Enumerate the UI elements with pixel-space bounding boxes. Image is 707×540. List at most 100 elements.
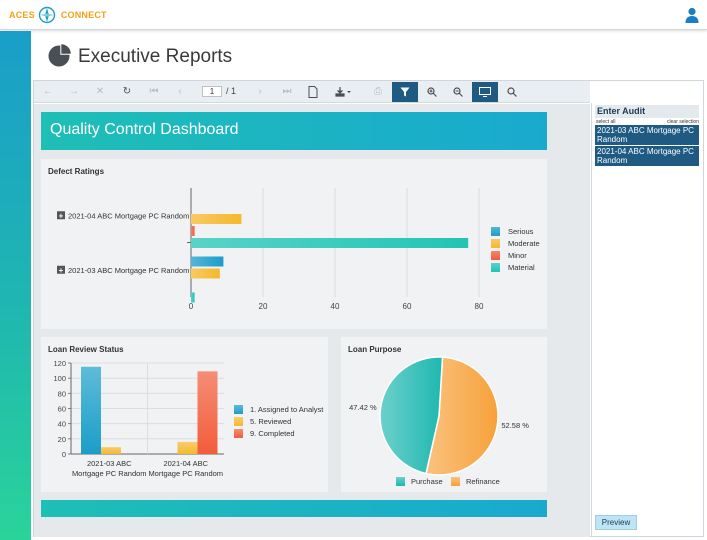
legend-swatch xyxy=(234,429,243,438)
bar xyxy=(101,447,121,454)
y-tick-label: 120 xyxy=(53,359,66,368)
legend-swatch xyxy=(234,405,243,414)
bar xyxy=(191,226,195,236)
category-label: 2021-03 ABC xyxy=(87,459,132,468)
forward-icon[interactable]: → xyxy=(69,86,79,97)
bar xyxy=(197,371,218,454)
pie-slice xyxy=(425,356,499,476)
export-icon[interactable] xyxy=(332,84,354,100)
expand-icon xyxy=(57,211,65,220)
user-icon[interactable] xyxy=(685,7,699,23)
loan-review-status-panel: Loan Review Status 0 20 40 60 80 100 120 2021-0… xyxy=(41,337,328,492)
pie-slice xyxy=(379,356,444,475)
slice-label: 47.42 % xyxy=(349,403,377,412)
expand-icon-glyph: + xyxy=(59,266,64,275)
toggle-view-icon[interactable] xyxy=(472,82,498,102)
back-icon[interactable]: ← xyxy=(43,86,53,97)
bar xyxy=(191,256,224,267)
expand-icon-glyph: + xyxy=(59,211,64,220)
expand-icon xyxy=(57,265,65,274)
page-total: / 1 xyxy=(226,86,237,96)
legend-label: 1. Assigned to Analyst xyxy=(250,405,324,414)
param-title: Enter Audit xyxy=(595,105,699,118)
x-tick-label: 60 xyxy=(403,302,412,311)
audit-option[interactable]: 2021-03 ABC Mortgage PC Random xyxy=(595,125,699,145)
legend-swatch xyxy=(491,251,500,260)
pie-chart-icon xyxy=(48,44,71,67)
print-icon[interactable]: ⎙ xyxy=(374,86,382,97)
x-tick-label: 40 xyxy=(331,302,340,311)
category-label: 2021-04 ABC Mortgage PC Random xyxy=(68,211,189,220)
x-tick-label: 80 xyxy=(475,302,484,311)
document-map-icon[interactable] xyxy=(305,84,321,100)
audit-option[interactable]: 2021-04 ABC Mortgage PC Random xyxy=(595,146,699,166)
legend-label: Refinance xyxy=(466,477,500,486)
legend-swatch xyxy=(491,239,500,248)
report-canvas: Quality Control Dashboard Defect Ratings… xyxy=(34,104,590,537)
select-all-link[interactable]: select all xyxy=(596,119,616,125)
audit-options-list[interactable]: 2021-03 ABC Mortgage PC Random 2021-04 A… xyxy=(595,125,699,167)
refresh-icon[interactable]: ↻ xyxy=(122,86,132,97)
bar xyxy=(191,238,469,248)
brand-logo[interactable]: ACES CONNECT xyxy=(9,5,107,25)
last-page-icon[interactable]: ⏭ xyxy=(282,86,292,97)
page-title: Executive Reports xyxy=(78,46,233,67)
legend-label: 9. Completed xyxy=(250,429,295,438)
prev-page-icon[interactable]: ‹ xyxy=(178,86,182,97)
category-label: 2021-03 ABC Mortgage PC Random xyxy=(68,266,189,275)
report-toolbar: ← → ✕ ↻ ⏮ ‹ 1 / 1 › ⏭ ⎙ xyxy=(34,81,590,103)
bar xyxy=(191,214,242,224)
stop-icon[interactable]: ✕ xyxy=(95,86,105,97)
compass-logo-icon xyxy=(38,6,56,24)
preview-button[interactable]: Preview xyxy=(595,515,637,530)
bar xyxy=(81,366,101,454)
bar xyxy=(177,441,198,454)
brand-right: CONNECT xyxy=(60,10,107,20)
search-icon[interactable] xyxy=(504,84,520,100)
legend-swatch xyxy=(491,227,500,236)
chart-title: Loan Purpose xyxy=(348,345,402,354)
legend-label: Moderate xyxy=(508,239,540,248)
y-tick-label: 80 xyxy=(58,389,66,398)
sidebar-stripe xyxy=(0,31,31,540)
y-tick-label: 20 xyxy=(58,435,66,444)
chart-title: Loan Review Status xyxy=(48,345,124,354)
legend-label: Minor xyxy=(508,251,527,260)
legend-label: 5. Reviewed xyxy=(250,417,291,426)
report-viewer: ← → ✕ ↻ ⏮ ‹ 1 / 1 › ⏭ ⎙ xyxy=(33,80,704,537)
legend-swatch xyxy=(396,477,405,486)
zoom-out-icon[interactable] xyxy=(450,84,466,100)
category-label: Mortgage PC Random xyxy=(148,469,223,478)
bar xyxy=(191,292,195,303)
clear-selection-link[interactable]: clear selection xyxy=(667,119,699,125)
first-page-icon[interactable]: ⏮ xyxy=(149,86,159,97)
parameters-icon[interactable] xyxy=(392,82,418,102)
x-tick-label: 0 xyxy=(189,302,194,311)
brand-left: ACES xyxy=(9,10,35,20)
legend-swatch xyxy=(451,477,460,486)
legend-swatch xyxy=(491,263,500,272)
category-label: 2021-04 ABC xyxy=(163,459,208,468)
page-number-input[interactable]: 1 xyxy=(202,86,222,97)
next-page-icon[interactable]: › xyxy=(258,86,262,97)
loan-purpose-panel: Loan Purpose 52.58 % 47.42 % Purchase Refin… xyxy=(341,337,547,492)
dashboard-title: Quality Control Dashboard xyxy=(50,121,239,138)
zoom-in-icon[interactable] xyxy=(424,84,440,100)
y-tick-label: 40 xyxy=(58,420,66,429)
chart-title: Defect Ratings xyxy=(48,167,105,176)
category-label: Mortgage PC Random xyxy=(72,469,147,478)
defect-ratings-panel: Defect Ratings 0 20 40 60 80 +2021-04 ABC Mor… xyxy=(41,159,547,329)
dashboard-header: Quality Control Dashboard xyxy=(41,112,547,150)
parameters-panel: Enter Audit select all clear selection 2… xyxy=(591,103,703,536)
legend-label: Serious xyxy=(508,227,534,236)
y-tick-label: 100 xyxy=(53,374,66,383)
loan-purpose-chart: 52.58 % 47.42 % Purchase Refinance xyxy=(349,356,529,486)
bar xyxy=(191,268,220,279)
y-tick-label: 60 xyxy=(58,405,66,414)
dashboard-footer xyxy=(41,500,547,517)
legend-label: Material xyxy=(508,263,535,272)
x-tick-label: 20 xyxy=(259,302,268,311)
slice-label: 52.58 % xyxy=(501,421,529,430)
legend-label: Purchase xyxy=(411,477,443,486)
